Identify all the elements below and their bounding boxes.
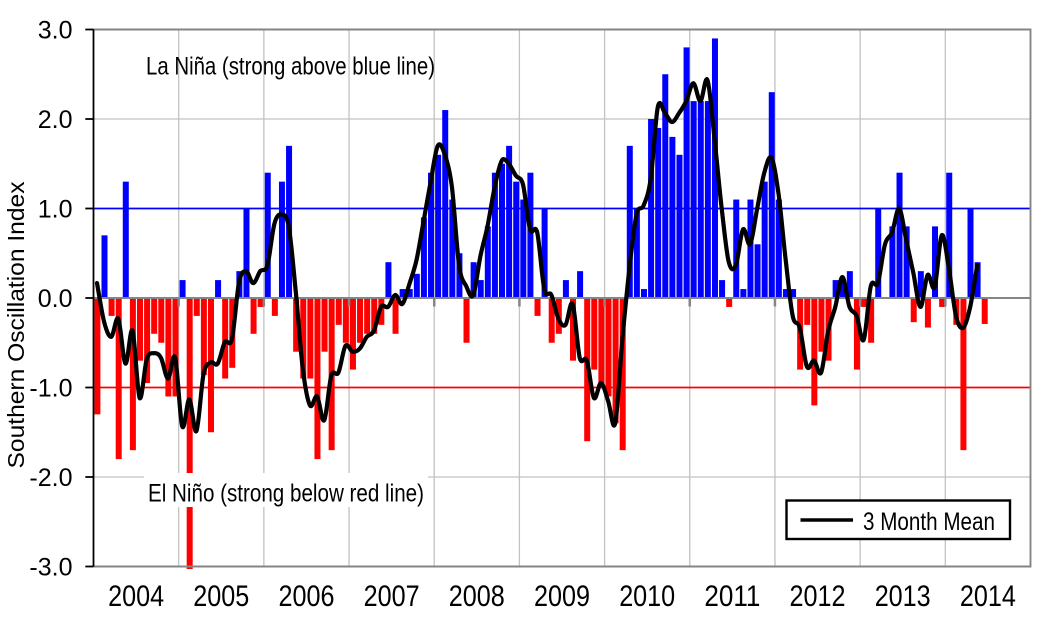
- svg-text:2014: 2014: [960, 580, 1016, 613]
- svg-text:2008: 2008: [449, 580, 505, 613]
- svg-text:2011: 2011: [704, 580, 760, 613]
- svg-text:1.0: 1.0: [38, 196, 73, 224]
- svg-text:3 Month Mean: 3 Month Mean: [863, 508, 995, 536]
- svg-text:El Niño (strong below red line: El Niño (strong below red line): [148, 480, 424, 508]
- svg-text:2010: 2010: [619, 580, 675, 613]
- svg-text:2012: 2012: [790, 580, 846, 613]
- svg-text:2013: 2013: [875, 580, 931, 613]
- svg-text:-3.0: -3.0: [29, 554, 72, 582]
- svg-text:2005: 2005: [193, 580, 249, 613]
- svg-text:2006: 2006: [279, 580, 335, 613]
- svg-text:2007: 2007: [364, 580, 420, 613]
- svg-text:3.0: 3.0: [38, 17, 73, 45]
- svg-text:2009: 2009: [534, 580, 590, 613]
- svg-text:-2.0: -2.0: [29, 464, 72, 492]
- svg-text:2.0: 2.0: [38, 106, 73, 134]
- svg-text:-1.0: -1.0: [29, 375, 72, 403]
- svg-text:Southern Oscillation Index: Southern Oscillation Index: [3, 181, 29, 468]
- svg-text:2004: 2004: [108, 580, 164, 613]
- svg-text:0.0: 0.0: [38, 285, 73, 313]
- svg-text:La Niña (strong above blue lin: La Niña (strong above blue line): [146, 53, 435, 81]
